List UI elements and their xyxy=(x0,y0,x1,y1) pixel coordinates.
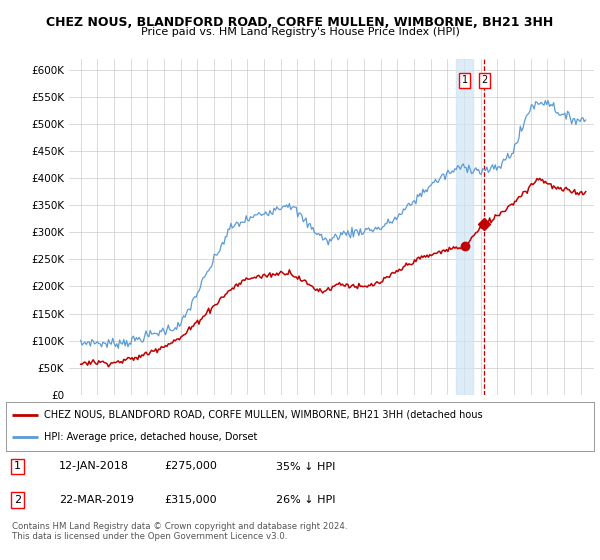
Text: £275,000: £275,000 xyxy=(165,461,218,472)
Text: CHEZ NOUS, BLANDFORD ROAD, CORFE MULLEN, WIMBORNE, BH21 3HH (detached hous: CHEZ NOUS, BLANDFORD ROAD, CORFE MULLEN,… xyxy=(44,410,483,420)
Text: 1: 1 xyxy=(14,461,21,472)
Text: 35% ↓ HPI: 35% ↓ HPI xyxy=(277,461,336,472)
Text: 1: 1 xyxy=(461,76,468,86)
Text: HPI: Average price, detached house, Dorset: HPI: Average price, detached house, Dors… xyxy=(44,432,257,442)
Text: 12-JAN-2018: 12-JAN-2018 xyxy=(59,461,129,472)
Text: 2: 2 xyxy=(481,76,487,86)
Text: 22-MAR-2019: 22-MAR-2019 xyxy=(59,495,134,505)
Text: Price paid vs. HM Land Registry's House Price Index (HPI): Price paid vs. HM Land Registry's House … xyxy=(140,27,460,37)
Text: 26% ↓ HPI: 26% ↓ HPI xyxy=(277,495,336,505)
Text: CHEZ NOUS, BLANDFORD ROAD, CORFE MULLEN, WIMBORNE, BH21 3HH: CHEZ NOUS, BLANDFORD ROAD, CORFE MULLEN,… xyxy=(46,16,554,29)
Text: £315,000: £315,000 xyxy=(165,495,217,505)
Text: Contains HM Land Registry data © Crown copyright and database right 2024.
This d: Contains HM Land Registry data © Crown c… xyxy=(12,522,347,542)
Bar xyxy=(457,59,473,395)
Text: 2: 2 xyxy=(14,495,22,505)
